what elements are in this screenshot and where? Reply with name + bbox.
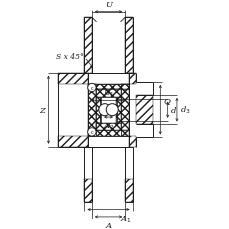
Polygon shape xyxy=(57,73,88,85)
Circle shape xyxy=(106,104,118,116)
Polygon shape xyxy=(84,18,92,73)
Polygon shape xyxy=(125,179,132,202)
Polygon shape xyxy=(88,85,95,136)
Text: Z: Z xyxy=(39,106,45,114)
Polygon shape xyxy=(57,136,88,147)
Text: U: U xyxy=(105,1,112,9)
Text: A$_1$: A$_1$ xyxy=(119,213,131,224)
Text: Q: Q xyxy=(162,97,169,105)
Polygon shape xyxy=(84,179,92,202)
Polygon shape xyxy=(128,73,136,85)
Polygon shape xyxy=(128,136,136,147)
Text: S x 45°: S x 45° xyxy=(56,53,83,61)
Text: d: d xyxy=(170,106,175,114)
Text: c: c xyxy=(90,130,93,135)
Polygon shape xyxy=(95,123,121,131)
Circle shape xyxy=(87,84,96,92)
Polygon shape xyxy=(115,97,121,123)
Circle shape xyxy=(98,104,110,116)
Polygon shape xyxy=(95,97,101,123)
Polygon shape xyxy=(88,131,128,136)
Polygon shape xyxy=(136,95,152,125)
Text: A: A xyxy=(105,221,111,229)
Circle shape xyxy=(87,128,96,136)
Text: A$_2$: A$_2$ xyxy=(102,121,114,132)
Text: c: c xyxy=(90,86,93,91)
Polygon shape xyxy=(88,85,128,90)
Polygon shape xyxy=(95,90,121,97)
Polygon shape xyxy=(121,85,128,136)
Text: B$_1$: B$_1$ xyxy=(102,88,114,98)
Text: d$_3$: d$_3$ xyxy=(179,104,190,116)
Polygon shape xyxy=(125,18,132,73)
